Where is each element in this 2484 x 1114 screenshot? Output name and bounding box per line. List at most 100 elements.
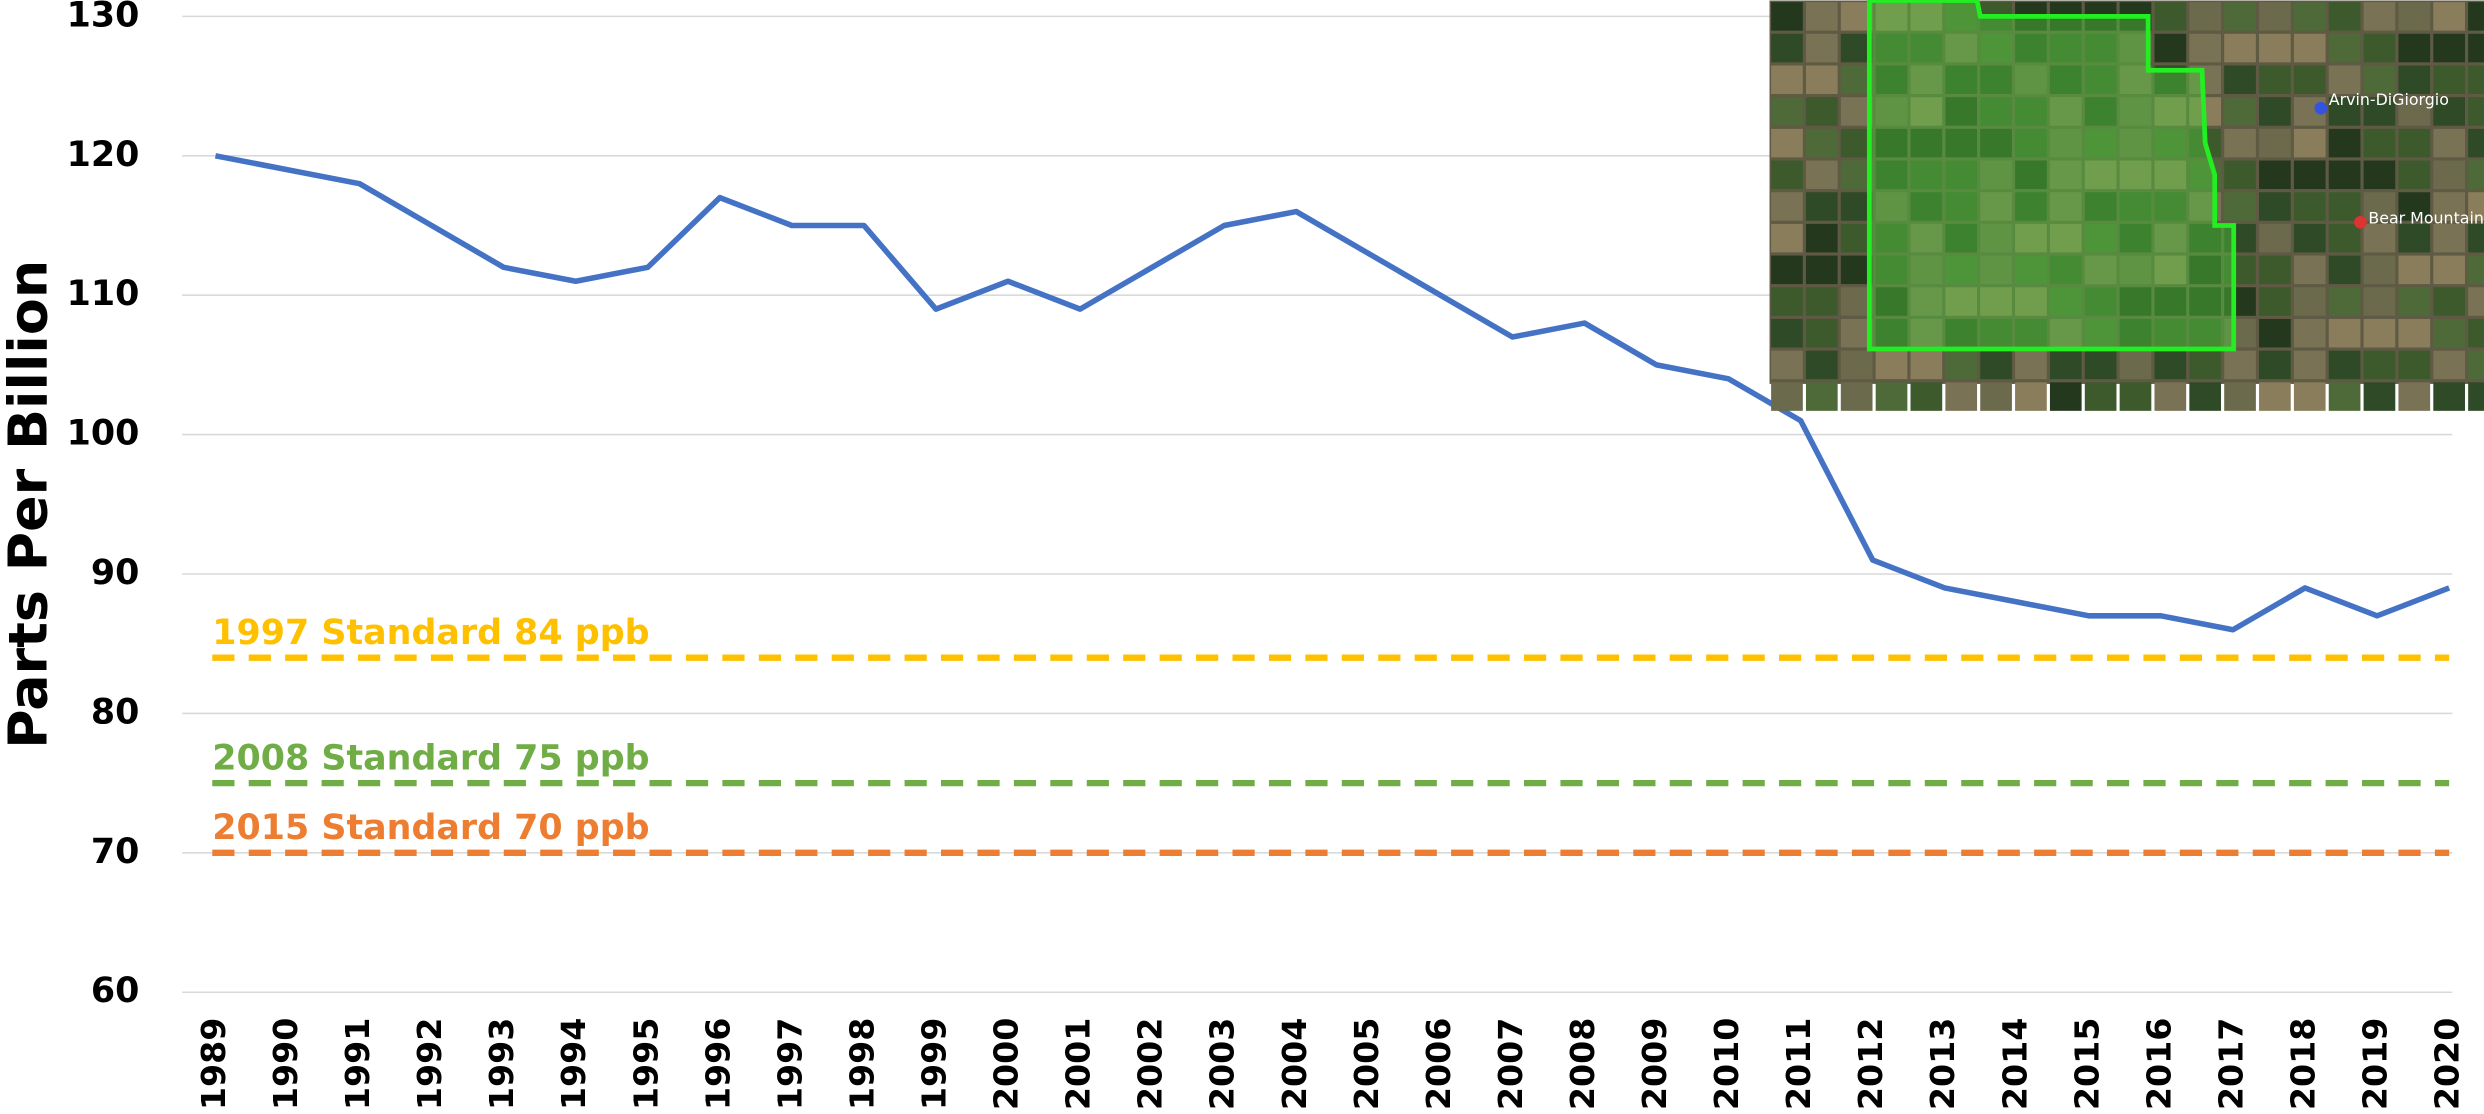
map-field (1876, 351, 1908, 380)
x-tick-label: 1990 (266, 1018, 305, 1110)
x-tick-label: 2007 (1491, 1018, 1530, 1110)
x-tick-label: 2002 (1131, 1018, 1170, 1110)
map-field (2364, 129, 2396, 158)
y-tick-label: 130 (67, 0, 140, 35)
y-tick-label: 90 (91, 553, 140, 593)
x-tick-label: 1997 (770, 1018, 809, 1110)
map-field (2364, 382, 2396, 411)
map-field (2398, 382, 2430, 411)
map-field (1771, 34, 1803, 63)
x-tick-label: 1993 (482, 1018, 521, 1110)
x-tick-label: 2012 (1851, 1018, 1890, 1110)
map-field (2050, 382, 2082, 411)
y-tick-label: 60 (91, 971, 140, 1011)
map-field (2329, 256, 2361, 285)
map-field (2154, 351, 2186, 380)
x-tick-label: 2015 (2067, 1018, 2106, 1110)
map-field (1806, 192, 1838, 221)
map-field (2015, 351, 2047, 380)
x-tick-label: 1996 (698, 1018, 737, 1110)
map-field (2329, 382, 2361, 411)
y-tick-label: 80 (91, 692, 140, 732)
map-field (1806, 256, 1838, 285)
map-field (2259, 224, 2291, 253)
y-tick-label: 100 (67, 414, 140, 454)
map-field (2224, 97, 2256, 126)
map-field (2189, 34, 2221, 63)
map-field (2259, 34, 2291, 63)
x-tick-label: 1995 (626, 1018, 665, 1110)
map-field (1771, 382, 1803, 411)
map-field (2329, 287, 2361, 316)
map-field (1771, 2, 1803, 31)
reference-label: 2015 Standard 70 ppb (212, 808, 649, 848)
map-field (2433, 287, 2465, 316)
map-field (2259, 97, 2291, 126)
y-tick-label: 110 (67, 274, 140, 314)
map-field (2468, 287, 2484, 316)
map-field (1806, 97, 1838, 126)
x-tick-label: 2005 (1347, 1018, 1386, 1110)
map-field (2224, 161, 2256, 190)
map-field (2433, 2, 2465, 31)
map-field (2398, 224, 2430, 253)
map-field (2433, 224, 2465, 253)
map-field (2259, 256, 2291, 285)
map-field (2224, 34, 2256, 63)
reference-label: 2008 Standard 75 ppb (212, 738, 649, 778)
map-field (2468, 319, 2484, 348)
map-field (2294, 65, 2326, 94)
map-field (2294, 256, 2326, 285)
map-label: Arvin-DiGiorgio (2329, 90, 2449, 109)
map-field (1806, 382, 1838, 411)
map-pin (2354, 216, 2367, 229)
map-field (2329, 319, 2361, 348)
map-field (2364, 256, 2396, 285)
map-field (2398, 129, 2430, 158)
map-field (2433, 351, 2465, 380)
map-field (2329, 161, 2361, 190)
map-field (2468, 256, 2484, 285)
x-tick-label: 2019 (2356, 1018, 2395, 1110)
x-tick-label: 2000 (987, 1018, 1026, 1110)
map-field (2329, 34, 2361, 63)
map-field (2189, 2, 2221, 31)
map-field (2468, 382, 2484, 411)
x-tick-label: 2018 (2284, 1018, 2323, 1110)
map-field (2468, 129, 2484, 158)
x-tick-label: 1989 (194, 1018, 233, 1110)
map-field (2294, 287, 2326, 316)
map-field (2294, 319, 2326, 348)
map-field (2050, 351, 2082, 380)
map-field (1806, 224, 1838, 253)
map-field (2294, 161, 2326, 190)
map-field (2224, 2, 2256, 31)
x-tick-label: 2006 (1419, 1018, 1458, 1110)
map-field (2224, 351, 2256, 380)
map-field (1911, 382, 1943, 411)
map-field (2154, 34, 2186, 63)
map-field (2224, 192, 2256, 221)
map-field (1980, 382, 2012, 411)
map-field (2259, 382, 2291, 411)
map-field (2364, 319, 2396, 348)
map-field (2364, 2, 2396, 31)
map-field (1771, 192, 1803, 221)
map-field (2224, 129, 2256, 158)
x-tick-label: 1991 (338, 1018, 377, 1110)
map-field (2433, 319, 2465, 348)
map-field (2120, 351, 2152, 380)
map-field (1771, 65, 1803, 94)
x-tick-label: 2010 (1707, 1018, 1746, 1110)
map-field (1806, 129, 1838, 158)
map-field (2259, 351, 2291, 380)
map-field (2154, 2, 2186, 31)
y-tick-label: 70 (91, 832, 140, 872)
map-field (2120, 382, 2152, 411)
x-tick-label: 1994 (554, 1018, 593, 1110)
map-field (1841, 351, 1873, 380)
map-field (2294, 192, 2326, 221)
map-field (2259, 65, 2291, 94)
map-field (1806, 34, 1838, 63)
map-field (2329, 2, 2361, 31)
